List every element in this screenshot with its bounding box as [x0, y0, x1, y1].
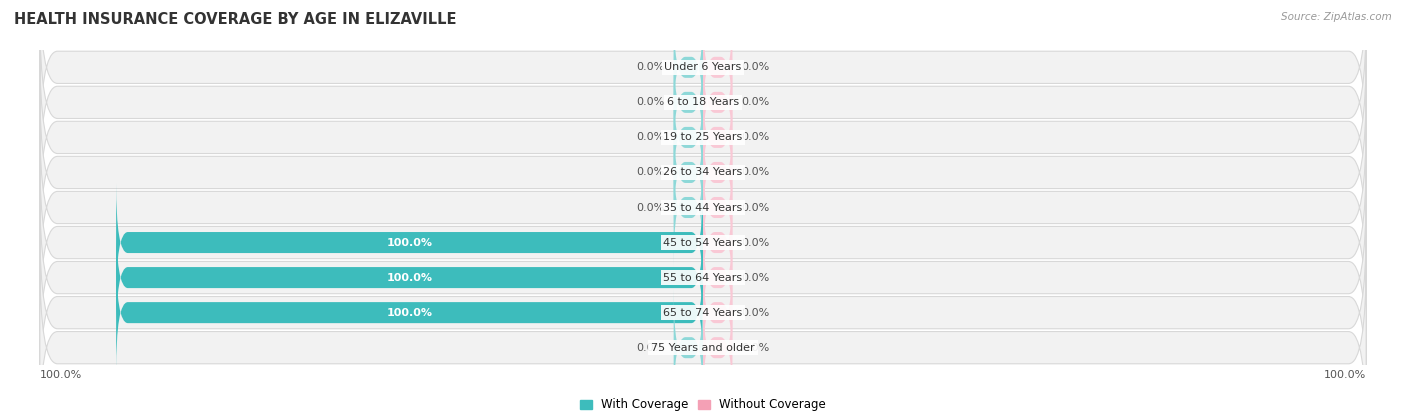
FancyBboxPatch shape: [673, 43, 703, 162]
Text: 0.0%: 0.0%: [741, 308, 769, 317]
FancyBboxPatch shape: [39, 13, 1367, 191]
FancyBboxPatch shape: [703, 253, 733, 372]
Text: 55 to 64 Years: 55 to 64 Years: [664, 273, 742, 283]
FancyBboxPatch shape: [673, 288, 703, 407]
FancyBboxPatch shape: [703, 288, 733, 407]
FancyBboxPatch shape: [673, 113, 703, 232]
FancyBboxPatch shape: [703, 183, 733, 302]
Text: 0.0%: 0.0%: [741, 98, 769, 107]
FancyBboxPatch shape: [703, 113, 733, 232]
FancyBboxPatch shape: [39, 188, 1367, 366]
Text: 100.0%: 100.0%: [387, 237, 433, 247]
Text: 0.0%: 0.0%: [741, 343, 769, 353]
Text: 6 to 18 Years: 6 to 18 Years: [666, 98, 740, 107]
FancyBboxPatch shape: [39, 119, 1367, 296]
FancyBboxPatch shape: [703, 43, 733, 162]
Text: HEALTH INSURANCE COVERAGE BY AGE IN ELIZAVILLE: HEALTH INSURANCE COVERAGE BY AGE IN ELIZ…: [14, 12, 457, 27]
Text: 0.0%: 0.0%: [741, 273, 769, 283]
FancyBboxPatch shape: [39, 224, 1367, 402]
Text: 19 to 25 Years: 19 to 25 Years: [664, 132, 742, 142]
Text: 0.0%: 0.0%: [637, 132, 665, 142]
FancyBboxPatch shape: [673, 148, 703, 267]
Text: 0.0%: 0.0%: [637, 203, 665, 212]
Text: 0.0%: 0.0%: [637, 168, 665, 178]
FancyBboxPatch shape: [39, 0, 1367, 156]
FancyBboxPatch shape: [703, 78, 733, 197]
Text: 100.0%: 100.0%: [1324, 371, 1367, 381]
FancyBboxPatch shape: [39, 83, 1367, 261]
Text: 0.0%: 0.0%: [741, 62, 769, 72]
FancyBboxPatch shape: [39, 154, 1367, 332]
Text: 35 to 44 Years: 35 to 44 Years: [664, 203, 742, 212]
Text: Under 6 Years: Under 6 Years: [665, 62, 741, 72]
Text: 0.0%: 0.0%: [637, 62, 665, 72]
Text: 0.0%: 0.0%: [741, 237, 769, 247]
FancyBboxPatch shape: [703, 218, 733, 337]
Text: 0.0%: 0.0%: [741, 203, 769, 212]
FancyBboxPatch shape: [117, 253, 703, 372]
Text: 100.0%: 100.0%: [387, 308, 433, 317]
Text: 0.0%: 0.0%: [741, 168, 769, 178]
Text: 0.0%: 0.0%: [741, 132, 769, 142]
Text: 100.0%: 100.0%: [39, 371, 82, 381]
FancyBboxPatch shape: [117, 183, 703, 302]
FancyBboxPatch shape: [703, 8, 733, 127]
Text: 75 Years and older: 75 Years and older: [651, 343, 755, 353]
FancyBboxPatch shape: [39, 259, 1367, 415]
Legend: With Coverage, Without Coverage: With Coverage, Without Coverage: [575, 393, 831, 415]
Text: 0.0%: 0.0%: [637, 98, 665, 107]
Text: 26 to 34 Years: 26 to 34 Years: [664, 168, 742, 178]
Text: 100.0%: 100.0%: [387, 273, 433, 283]
Text: 45 to 54 Years: 45 to 54 Years: [664, 237, 742, 247]
FancyBboxPatch shape: [673, 78, 703, 197]
Text: Source: ZipAtlas.com: Source: ZipAtlas.com: [1281, 12, 1392, 22]
Text: 65 to 74 Years: 65 to 74 Years: [664, 308, 742, 317]
Text: 0.0%: 0.0%: [637, 343, 665, 353]
FancyBboxPatch shape: [39, 49, 1367, 227]
FancyBboxPatch shape: [117, 218, 703, 337]
FancyBboxPatch shape: [703, 148, 733, 267]
FancyBboxPatch shape: [673, 8, 703, 127]
